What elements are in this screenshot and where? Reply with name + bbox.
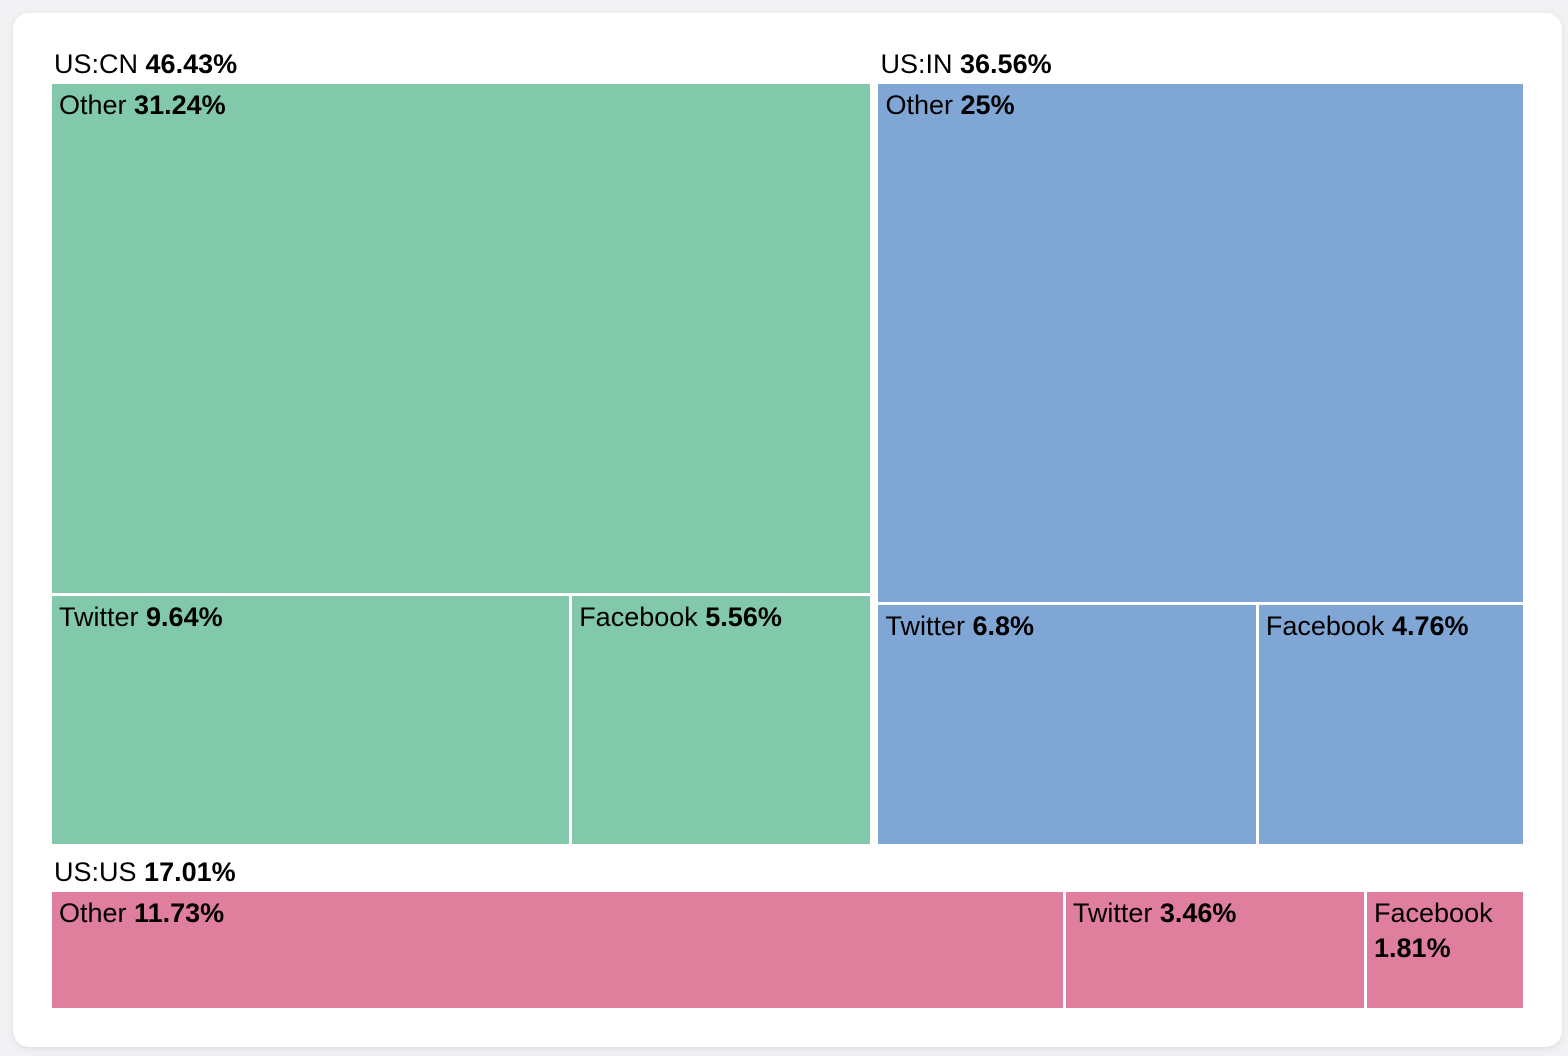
- treemap-node-us-in-other[interactable]: Other 25%: [878, 84, 1523, 602]
- treemap-group-header-us-cn[interactable]: US:CN 46.43%: [52, 44, 870, 84]
- node-label: Facebook: [1374, 898, 1493, 929]
- treemap-node-us-us-twitter[interactable]: Twitter 3.46%: [1065, 892, 1364, 1008]
- node-value: 1.81%: [1374, 933, 1451, 964]
- node-value: 5.56%: [705, 602, 782, 633]
- treemap-node-us-cn-twitter[interactable]: Twitter 9.64%: [52, 596, 570, 844]
- treemap-node-us-in-twitter[interactable]: Twitter 6.8%: [878, 604, 1256, 845]
- treemap-node-us-cn-other[interactable]: Other 31.24%: [52, 84, 871, 594]
- node-value: 31.24%: [134, 90, 226, 120]
- node-label: Twitter: [885, 610, 965, 641]
- node-label: Other: [59, 90, 127, 120]
- treemap-node-us-in-facebook[interactable]: Facebook 4.76%: [1258, 604, 1523, 845]
- node-value: 3.46%: [1159, 898, 1237, 929]
- node-label: Twitter: [59, 602, 139, 633]
- treemap-group-header-us-us[interactable]: US:US 17.01%: [52, 852, 1523, 892]
- node-value: 25%: [960, 90, 1015, 120]
- node-label: US:US: [54, 857, 137, 888]
- treemap-node-us-us-facebook[interactable]: Facebook 1.81%: [1367, 892, 1523, 1008]
- node-value: 46.43%: [145, 49, 238, 79]
- treemap: US:CN 46.43% Other 31.24% Twitter 9.64% Fac…: [52, 44, 1523, 1008]
- node-label: US:IN: [880, 49, 953, 79]
- node-label: US:CN: [54, 49, 139, 79]
- treemap-node-us-us-other[interactable]: Other 11.73%: [52, 892, 1063, 1008]
- node-value: 9.64%: [146, 602, 223, 633]
- node-value: 6.8%: [972, 610, 1035, 641]
- treemap-node-us-cn-facebook[interactable]: Facebook 5.56%: [572, 596, 871, 844]
- node-value: 36.56%: [960, 49, 1052, 79]
- treemap-group-header-us-in[interactable]: US:IN 36.56%: [878, 44, 1523, 84]
- node-value: 11.73%: [134, 898, 225, 929]
- node-label: Facebook: [579, 602, 698, 633]
- node-value: 4.76%: [1391, 610, 1469, 641]
- node-label: Other: [885, 90, 954, 120]
- node-value: 17.01%: [144, 857, 236, 888]
- chart-card: US:CN 46.43% Other 31.24% Twitter 9.64% Fac…: [13, 13, 1562, 1047]
- node-label: Other: [59, 898, 127, 929]
- node-label: Facebook: [1265, 610, 1385, 641]
- node-label: Twitter: [1072, 898, 1153, 929]
